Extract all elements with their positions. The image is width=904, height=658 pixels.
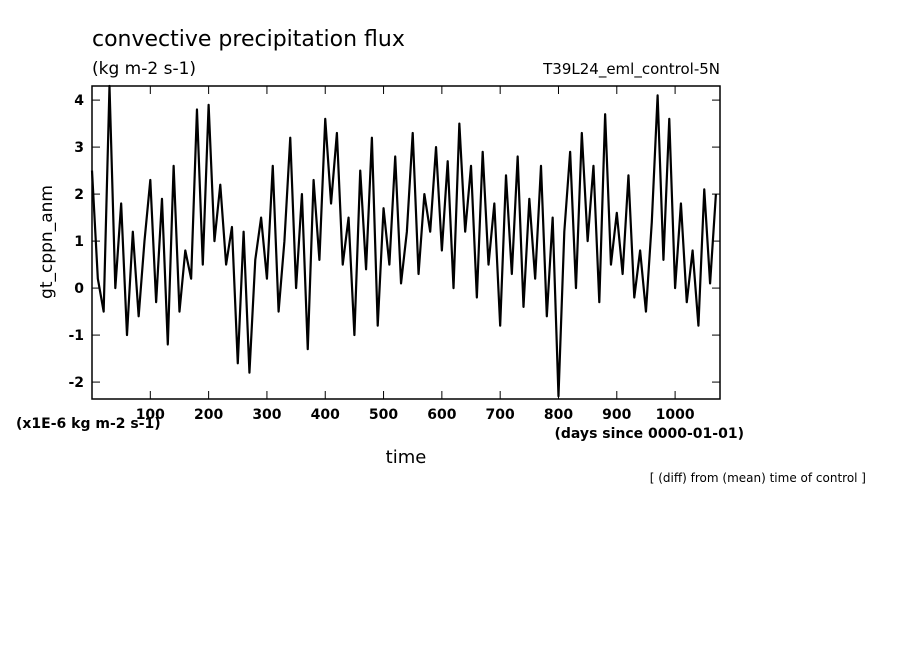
note: [ (diff) from (mean) time of control ]: [650, 471, 866, 485]
chart-subtitle: (kg m-2 s-1): [92, 59, 196, 79]
x-tick-label: 200: [194, 407, 223, 423]
x-tick-label: 600: [427, 407, 456, 423]
x-axis-label: time: [386, 447, 427, 468]
x-tick-label: 1000: [656, 407, 695, 423]
y-units: (x1E-6 kg m-2 s-1): [16, 416, 161, 432]
chart-title: convective precipitation flux: [92, 27, 405, 52]
run-label: T39L24_eml_control-5N: [542, 60, 720, 79]
x-tick-label: 900: [602, 407, 631, 423]
x-tick-label: 100: [136, 407, 165, 423]
y-tick-label: 1: [74, 234, 84, 250]
x-tick-label: 300: [252, 407, 281, 423]
y-tick-label: 3: [74, 140, 84, 156]
y-tick-label: -1: [68, 328, 84, 344]
data-line: [90, 84, 718, 398]
y-tick-label: 0: [74, 281, 84, 297]
y-tick-label: 2: [74, 187, 84, 203]
x-tick-label: 500: [369, 407, 398, 423]
x-tick-label: 800: [544, 407, 573, 423]
y-tick-label: 4: [74, 93, 84, 109]
x-tick-label: 400: [311, 407, 340, 423]
y-tick-label: -2: [68, 375, 84, 391]
x-units: (days since 0000-01-01): [555, 426, 745, 442]
plot-frame: [91, 85, 721, 400]
y-axis-label: gt_cppn_anm: [37, 185, 57, 299]
x-tick-label: 700: [486, 407, 515, 423]
